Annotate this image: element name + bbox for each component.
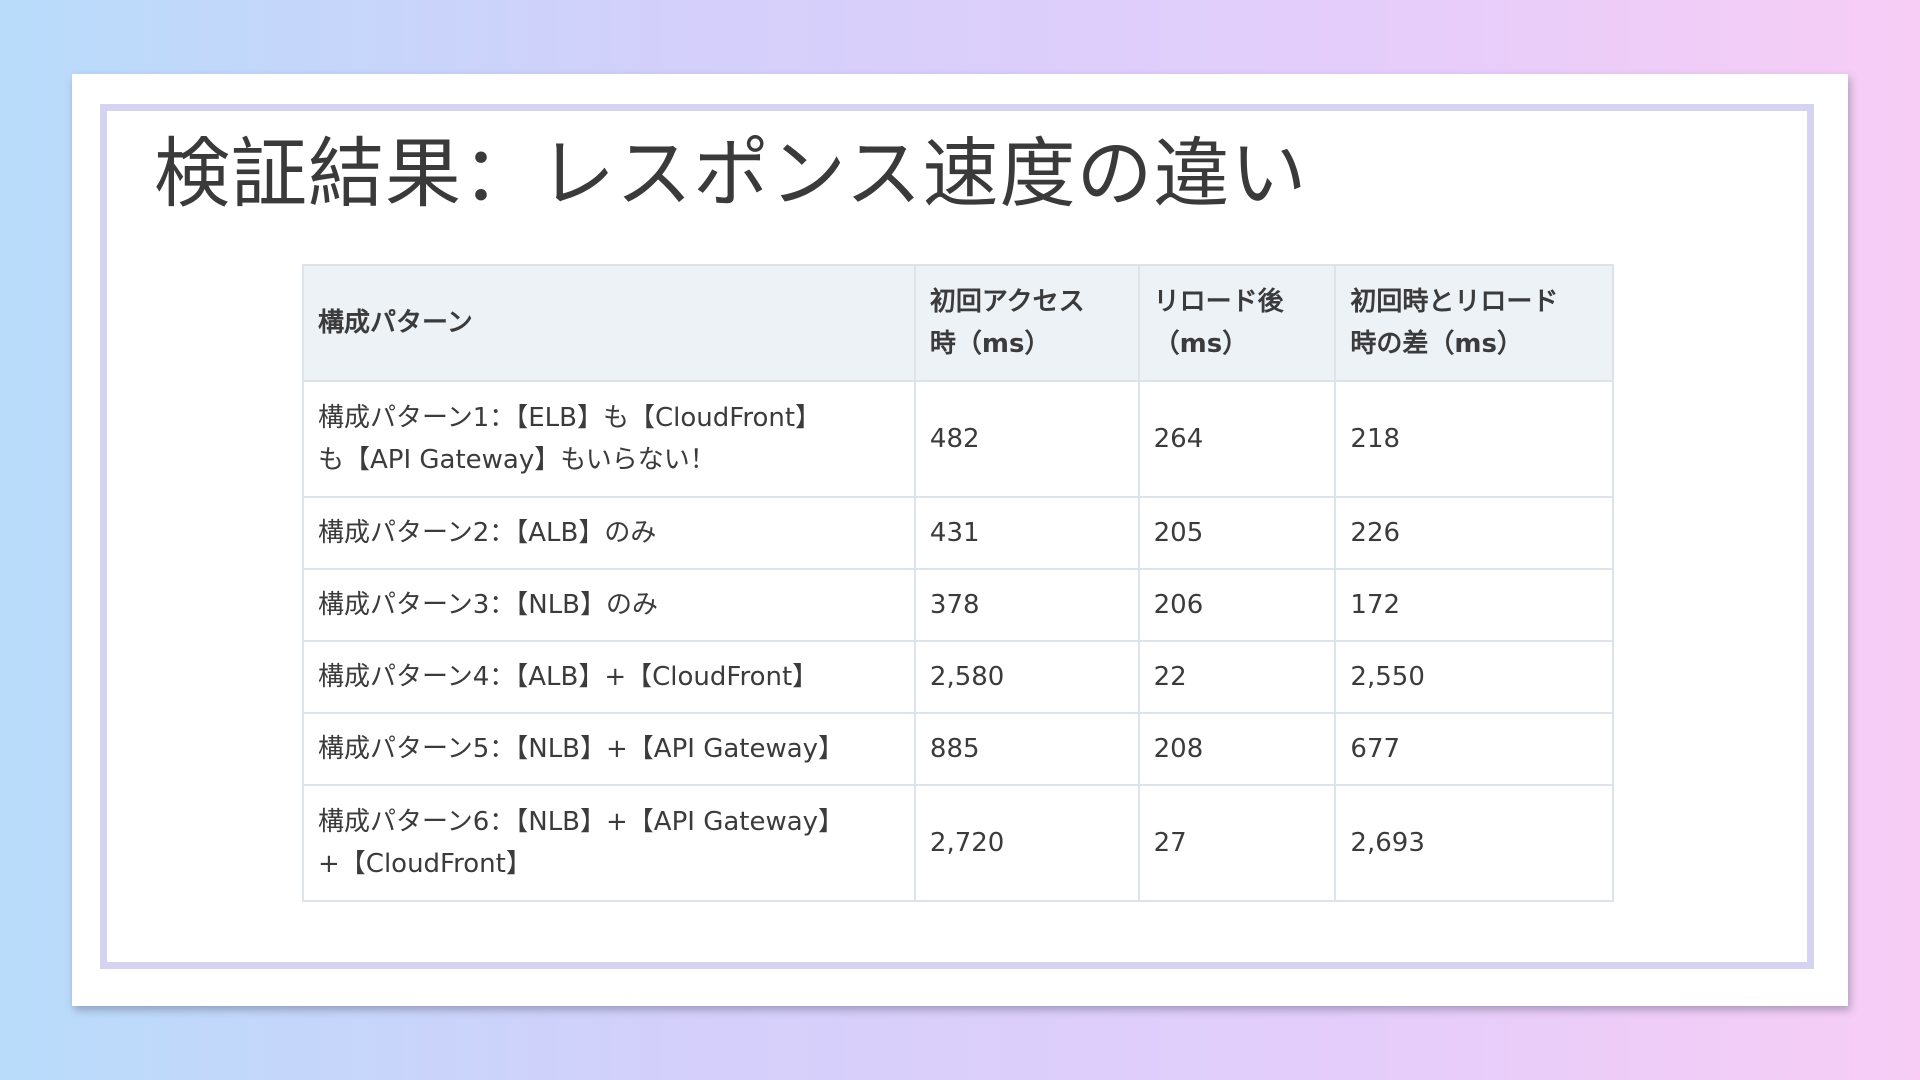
- cell-difference: 2,693: [1334, 784, 1614, 902]
- cell-after-reload: 264: [1137, 380, 1337, 498]
- slide: 検証結果：レスポンス速度の違い 構成パターン 初回アクセス 時（ms） リロード…: [72, 74, 1848, 1006]
- table-row: 構成パターン1：【ELB】も【CloudFront】 も【API Gateway…: [302, 380, 1614, 498]
- results-table: 構成パターン 初回アクセス 時（ms） リロード後 （ms） 初回時とリロード …: [302, 264, 1614, 902]
- cell-difference: 218: [1334, 380, 1614, 498]
- cell-first-access: 482: [913, 380, 1140, 498]
- cell-after-reload: 206: [1137, 568, 1337, 642]
- cell-pattern: 構成パターン2：【ALB】のみ: [302, 496, 916, 570]
- table-row: 構成パターン4：【ALB】+【CloudFront】 2,580 22 2,55…: [302, 640, 1614, 714]
- cell-after-reload: 205: [1137, 496, 1337, 570]
- cell-pattern: 構成パターン5：【NLB】+【API Gateway】: [302, 712, 916, 786]
- cell-pattern: 構成パターン6：【NLB】+【API Gateway】 +【CloudFront…: [302, 784, 916, 902]
- slide-title: 検証結果：レスポンス速度の違い: [154, 129, 1308, 218]
- cell-first-access: 885: [913, 712, 1140, 786]
- cell-difference: 677: [1334, 712, 1614, 786]
- header-first-access: 初回アクセス 時（ms）: [913, 264, 1140, 382]
- cell-after-reload: 27: [1137, 784, 1337, 902]
- cell-difference: 226: [1334, 496, 1614, 570]
- cell-after-reload: 208: [1137, 712, 1337, 786]
- cell-pattern: 構成パターン4：【ALB】+【CloudFront】: [302, 640, 916, 714]
- cell-pattern: 構成パターン1：【ELB】も【CloudFront】 も【API Gateway…: [302, 380, 916, 498]
- cell-pattern: 構成パターン3：【NLB】のみ: [302, 568, 916, 642]
- cell-difference: 2,550: [1334, 640, 1614, 714]
- cell-difference: 172: [1334, 568, 1614, 642]
- table-header-row: 構成パターン 初回アクセス 時（ms） リロード後 （ms） 初回時とリロード …: [302, 264, 1614, 382]
- header-pattern: 構成パターン: [302, 264, 916, 382]
- header-after-reload: リロード後 （ms）: [1137, 264, 1337, 382]
- cell-first-access: 431: [913, 496, 1140, 570]
- cell-after-reload: 22: [1137, 640, 1337, 714]
- header-difference: 初回時とリロード 時の差（ms）: [1334, 264, 1614, 382]
- slide-frame: [100, 104, 1814, 969]
- cell-first-access: 378: [913, 568, 1140, 642]
- table-row: 構成パターン5：【NLB】+【API Gateway】 885 208 677: [302, 712, 1614, 786]
- table-row: 構成パターン6：【NLB】+【API Gateway】 +【CloudFront…: [302, 784, 1614, 902]
- table-row: 構成パターン2：【ALB】のみ 431 205 226: [302, 496, 1614, 570]
- cell-first-access: 2,720: [913, 784, 1140, 902]
- cell-first-access: 2,580: [913, 640, 1140, 714]
- table-row: 構成パターン3：【NLB】のみ 378 206 172: [302, 568, 1614, 642]
